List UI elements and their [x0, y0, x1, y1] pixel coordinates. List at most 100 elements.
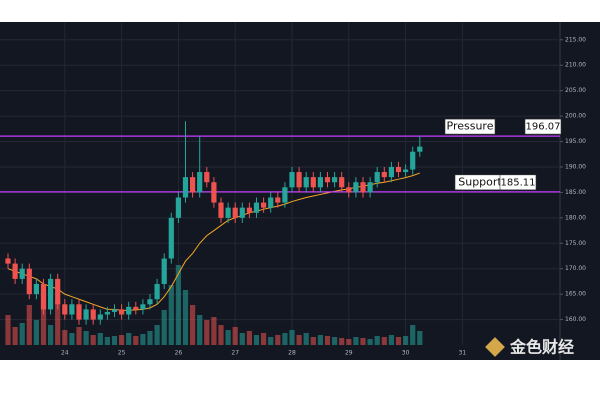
candle-body	[403, 169, 409, 173]
candle-body	[83, 309, 89, 320]
volume-bar	[133, 336, 139, 345]
candle-body	[218, 202, 224, 218]
y-tick-label: 165.00	[565, 291, 586, 298]
x-tick-label: 25	[118, 350, 126, 357]
volume-bar	[275, 335, 281, 345]
chart-background	[0, 22, 600, 360]
volume-bar	[175, 265, 181, 345]
candle-body	[5, 258, 11, 264]
level-value-label: 196.07	[526, 122, 561, 133]
candle-body	[26, 268, 32, 295]
x-tick-label: 26	[175, 350, 183, 357]
candle-body	[346, 187, 352, 193]
volume-bar	[147, 331, 153, 345]
candle-body	[154, 283, 160, 300]
candle-body	[339, 177, 345, 188]
candle-body	[69, 304, 75, 315]
volume-bar	[161, 310, 167, 345]
volume-bar	[225, 330, 231, 345]
candle-body	[417, 146, 423, 152]
volume-bar	[26, 305, 32, 345]
candle-body	[303, 177, 309, 188]
volume-bar	[381, 337, 387, 345]
candle-body	[90, 309, 96, 320]
volume-bar	[48, 325, 54, 345]
y-tick-label: 190.00	[565, 163, 586, 170]
candle-body	[388, 166, 394, 178]
candle-body	[374, 172, 380, 183]
candle-body	[97, 314, 103, 320]
candle-body	[182, 177, 189, 198]
level-value-box	[524, 118, 562, 135]
volume-bar	[90, 335, 96, 345]
volume-bar	[97, 333, 103, 345]
candle-body	[55, 278, 61, 305]
level-label-box	[444, 118, 496, 135]
volume-bar	[119, 335, 125, 345]
volume-bar	[367, 339, 373, 345]
volume-bar	[346, 339, 352, 345]
candle-body	[211, 182, 217, 203]
candle-body	[48, 278, 54, 310]
watermark-icon	[485, 337, 505, 357]
candle-body	[104, 311, 110, 315]
level-value-label: 185.11	[501, 177, 536, 188]
watermark: 金色财经	[485, 337, 574, 357]
candle-body	[190, 177, 196, 193]
volume-bar	[76, 327, 82, 345]
candle-body	[282, 187, 288, 203]
x-tick-label: 28	[288, 350, 296, 357]
volume-bar	[111, 336, 118, 345]
candle-body	[62, 304, 68, 315]
volume-bar	[12, 327, 18, 345]
candle-body	[289, 172, 295, 188]
level-value-box	[499, 174, 537, 191]
candle-body	[12, 263, 18, 279]
candle-body	[40, 283, 47, 310]
volume-bar	[261, 333, 267, 345]
volume-bar	[310, 337, 316, 345]
volume-bar	[246, 331, 252, 345]
volume-bar	[218, 325, 224, 345]
candle-body	[381, 172, 387, 178]
volume-bar	[353, 337, 359, 345]
volume-bar	[104, 337, 110, 345]
volume-bar	[374, 336, 380, 345]
x-tick-label: 27	[231, 350, 239, 357]
volume-bar	[197, 315, 203, 345]
y-tick-label: 175.00	[565, 240, 586, 247]
candle-body	[126, 306, 132, 315]
candle-body	[275, 197, 281, 203]
candle-body	[310, 177, 316, 188]
volume-bar	[69, 333, 75, 345]
volume-bar	[339, 338, 345, 345]
volume-bar	[296, 335, 302, 345]
candle-body	[296, 172, 302, 188]
x-tick-label: 29	[345, 350, 353, 357]
volume-bar	[211, 317, 217, 345]
y-tick-label: 205.00	[565, 87, 586, 94]
watermark-text: 金色财经	[509, 338, 574, 357]
y-tick-label: 185.00	[565, 189, 586, 196]
volume-bar	[5, 315, 11, 345]
volume-bar	[410, 325, 416, 345]
candle-body	[395, 166, 402, 173]
y-tick-label: 200.00	[565, 113, 586, 120]
volume-bar	[282, 333, 288, 345]
volume-bar	[126, 333, 132, 345]
y-tick-label: 215.00	[565, 36, 586, 43]
volume-bar	[268, 337, 274, 345]
volume-bar	[395, 337, 402, 345]
volume-bar	[140, 334, 146, 345]
candle-body	[246, 207, 252, 213]
volume-bar	[204, 320, 210, 345]
volume-bar	[182, 290, 189, 345]
volume-bar	[239, 333, 245, 345]
candle-body	[175, 197, 181, 218]
level-label: Support	[458, 175, 502, 188]
candle-body	[147, 299, 153, 305]
candle-body	[410, 151, 416, 170]
volume-bar	[388, 335, 394, 345]
candle-body	[353, 182, 359, 193]
